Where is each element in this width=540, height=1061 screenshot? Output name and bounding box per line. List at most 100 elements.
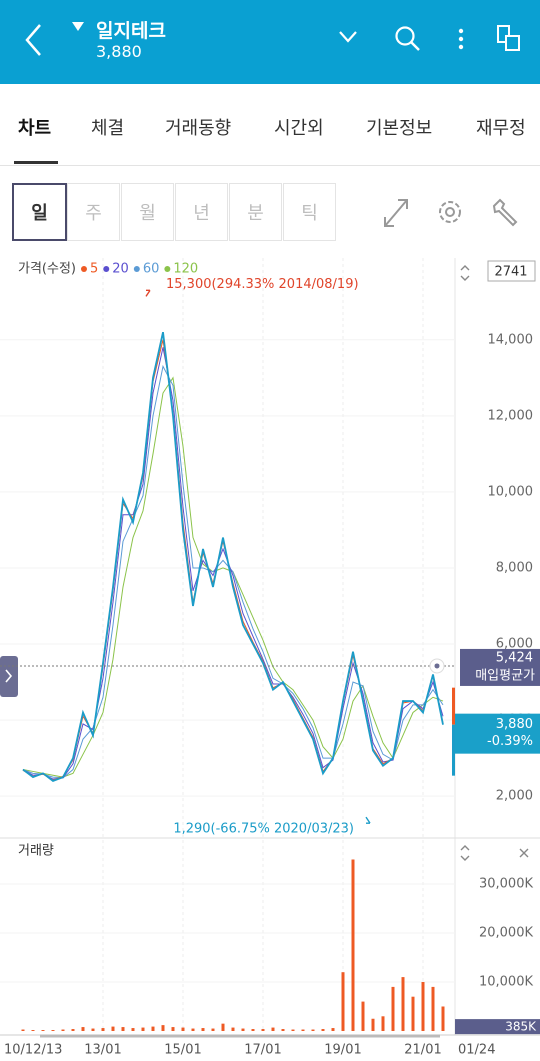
volume-bar (251, 1029, 255, 1031)
legend-marker (103, 266, 110, 272)
search-button[interactable] (394, 25, 422, 53)
tab-bar: 차트 체결 거래동향 시간외 기본정보 재무정 (0, 84, 540, 166)
period-button[interactable]: 월 (121, 183, 174, 241)
volume-bar (221, 1023, 225, 1031)
top-bar: 일지테크 3,880 (0, 0, 540, 84)
legend-label: 20 (112, 262, 129, 277)
avg-price-label: 매입평균가 (475, 668, 535, 683)
volume-bar (301, 1029, 305, 1031)
volume-bar (101, 1028, 105, 1031)
extreme-marker (145, 289, 151, 297)
volume-bar (111, 1026, 115, 1031)
extreme-label: 15,300(294.33% 2014/08/19) (166, 277, 359, 292)
x-end-label: 01/24 (458, 1043, 495, 1058)
legend-label: 5 (90, 262, 98, 277)
volume-toggle[interactable] (460, 855, 470, 861)
volume-bar (281, 1029, 285, 1031)
volume-bar (171, 1027, 175, 1031)
legend-label: 가격(수정) (18, 262, 76, 277)
window-button[interactable] (496, 24, 524, 54)
x-tick-label: 13/01 (84, 1043, 121, 1058)
menu-button[interactable] (456, 27, 466, 53)
current-volume: 385K (505, 1020, 537, 1034)
current-change: -0.39% (487, 734, 533, 749)
fullscreen-button[interactable] (382, 197, 410, 229)
volume-bar (61, 1029, 65, 1031)
back-button[interactable] (22, 22, 46, 58)
stock-price: 3,880 (96, 42, 142, 61)
volume-bar (191, 1028, 195, 1031)
volume-bar (441, 1006, 445, 1031)
volume-bar (151, 1026, 155, 1031)
scale-toggle[interactable] (460, 275, 470, 281)
zoom-count: 2741 (494, 265, 527, 280)
period-button[interactable]: 일 (12, 183, 67, 241)
legend-label: 60 (143, 262, 160, 277)
period-button[interactable]: 틱 (283, 183, 336, 241)
avg-price-box (460, 648, 540, 686)
current-price: 3,880 (496, 717, 533, 732)
volume-bar (51, 1030, 55, 1031)
volume-bar (261, 1029, 265, 1031)
volume-bar (181, 1027, 185, 1031)
tab[interactable]: 기본정보 (366, 118, 433, 139)
moving-average-line (22, 364, 444, 779)
extreme-marker (365, 816, 371, 824)
volume-title: 거래량 (18, 844, 54, 859)
y-tick-label: 8,000 (496, 560, 533, 575)
volume-bar (431, 986, 435, 1031)
volume-bar (371, 1018, 375, 1031)
period-button[interactable]: 년 (175, 183, 228, 241)
volume-bar (351, 859, 355, 1031)
y-tick-label: 20,000K (479, 926, 533, 941)
tab[interactable]: 체결 (91, 118, 125, 139)
legend-marker (164, 266, 171, 272)
volume-bar (291, 1029, 295, 1031)
volume-bar (31, 1030, 35, 1031)
volume-bar (231, 1027, 235, 1031)
current-price-box (455, 713, 540, 754)
scale-toggle[interactable] (460, 265, 470, 271)
expand-button[interactable] (338, 30, 358, 44)
volume-bar (91, 1028, 95, 1031)
volume-bar (391, 986, 395, 1031)
volume-bar (211, 1028, 215, 1031)
range-bar-up (452, 687, 455, 725)
settings-button[interactable] (436, 198, 464, 226)
volume-bar (401, 977, 405, 1031)
range-bar-down (452, 724, 455, 776)
volume-bar (81, 1027, 85, 1031)
volume-toggle[interactable] (460, 845, 470, 851)
tab-underline (14, 161, 58, 164)
tab[interactable]: 차트 (18, 118, 52, 139)
close-volume[interactable] (519, 848, 529, 858)
avg-price-value: 5,424 (496, 650, 533, 665)
side-handle[interactable] (0, 656, 18, 697)
volume-bar (381, 1016, 385, 1031)
tab[interactable]: 재무정 (476, 118, 526, 139)
tools-button[interactable] (490, 198, 520, 228)
current-volume-box (455, 1019, 540, 1035)
chart: 2741 거래량 2,0004,0006,0008,00010,00012,00… (0, 258, 540, 1058)
x-tick-label: 21/01 (404, 1043, 441, 1058)
volume-bar (361, 1001, 365, 1031)
volume-bar (331, 1028, 335, 1031)
volume-bar (21, 1029, 25, 1031)
y-tick-label: 10,000K (479, 975, 533, 990)
volume-bar (421, 982, 425, 1031)
side-handle-icon (5, 669, 13, 683)
tab[interactable]: 거래동향 (165, 118, 232, 139)
volume-bar (201, 1028, 205, 1031)
period-button[interactable]: 주 (67, 183, 120, 241)
period-button[interactable]: 분 (229, 183, 282, 241)
y-tick-label: 30,000K (479, 877, 533, 892)
tab[interactable]: 시간외 (274, 118, 324, 139)
volume-bar (131, 1028, 135, 1031)
stock-name[interactable]: 일지테크 (96, 20, 166, 42)
legend-marker (80, 266, 87, 272)
extreme-label: 1,290(-66.75% 2020/03/23) (173, 822, 354, 837)
dropdown-arrow[interactable] (72, 22, 84, 32)
moving-average-line (22, 339, 444, 781)
legend-marker (133, 266, 140, 272)
